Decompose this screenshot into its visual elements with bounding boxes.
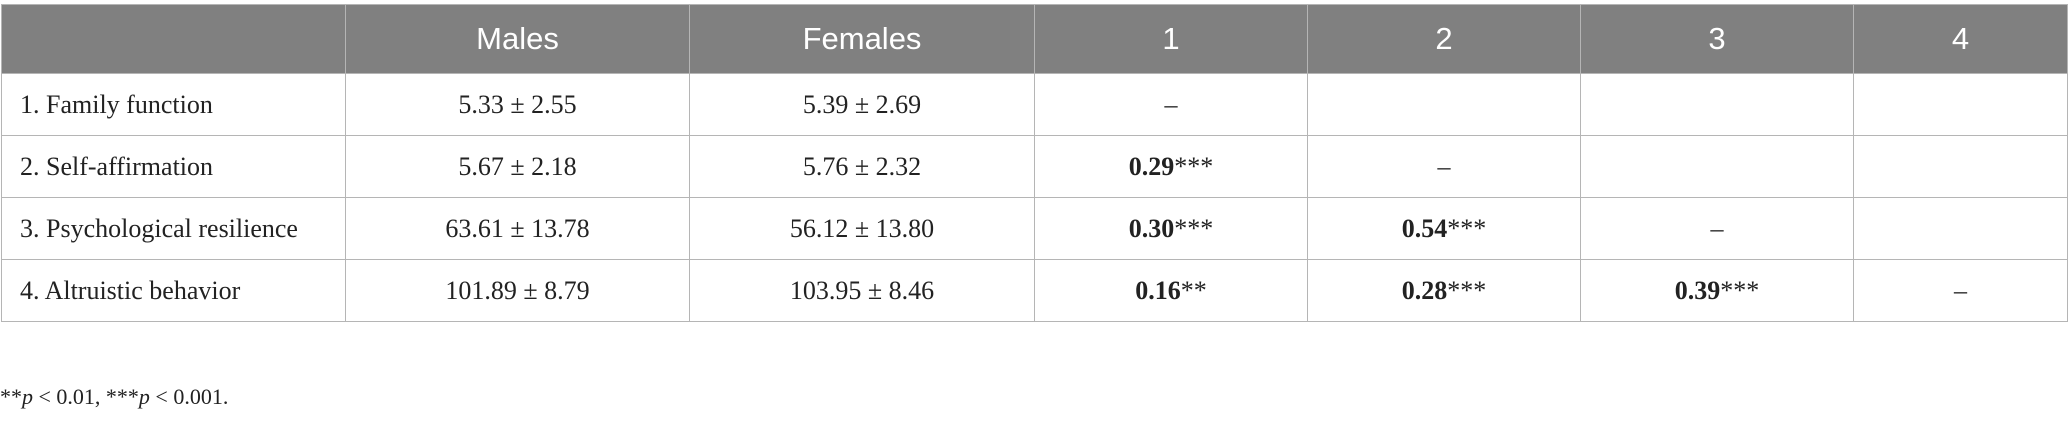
significance-stars: **	[1180, 275, 1207, 305]
header-cell: 2	[1307, 4, 1581, 74]
correlation-cell: 0.30***	[1034, 197, 1308, 260]
cell: –	[1034, 73, 1308, 136]
correlation-value: 0.30	[1128, 213, 1175, 243]
row-label: 2. Self-affirmation	[1, 135, 346, 198]
empty-cell	[1580, 73, 1854, 136]
header-row: Males Females 1 2 3 4	[1, 4, 2068, 74]
cell: 5.67 ± 2.18	[345, 135, 690, 198]
row-label: 4. Altruistic behavior	[1, 259, 346, 322]
empty-cell	[1307, 73, 1581, 136]
correlation-value: 0.54	[1401, 213, 1448, 243]
cell: 101.89 ± 8.79	[345, 259, 690, 322]
correlation-table: Males Females 1 2 3 4 1. Family function 5.33 …	[1, 4, 2068, 322]
significance-stars: ***	[1720, 275, 1760, 305]
header-cell: Females	[689, 4, 1035, 74]
header-cell: 1	[1034, 4, 1308, 74]
footnote-part: < 0.01, ***	[33, 384, 139, 409]
correlation-cell: 0.39***	[1580, 259, 1854, 322]
correlation-value: 0.29	[1128, 151, 1175, 181]
significance-stars: ***	[1174, 213, 1214, 243]
cell: 5.39 ± 2.69	[689, 73, 1035, 136]
header-cell	[1, 4, 346, 74]
cell: 63.61 ± 13.78	[345, 197, 690, 260]
cell: 56.12 ± 13.80	[689, 197, 1035, 260]
footnote-part: < 0.001.	[149, 384, 229, 409]
cell: –	[1853, 259, 2068, 322]
cell: –	[1307, 135, 1581, 198]
correlation-value: 0.28	[1401, 275, 1448, 305]
correlation-cell: 0.28***	[1307, 259, 1581, 322]
correlation-cell: 0.29***	[1034, 135, 1308, 198]
empty-cell	[1853, 135, 2068, 198]
footnote-part: **	[0, 384, 22, 409]
correlation-value: 0.39	[1674, 275, 1721, 305]
empty-cell	[1853, 197, 2068, 260]
correlation-value: 0.16	[1135, 275, 1181, 305]
cell: 5.33 ± 2.55	[345, 73, 690, 136]
header-cell: 3	[1580, 4, 1854, 74]
table-row: 3. Psychological resilience 63.61 ± 13.78…	[1, 197, 2068, 260]
correlation-cell: 0.54***	[1307, 197, 1581, 260]
table-body: 1. Family function 5.33 ± 2.55 5.39 ± 2.69…	[1, 73, 2068, 322]
significance-stars: ***	[1174, 151, 1214, 181]
table-row: 4. Altruistic behavior 101.89 ± 8.79 103.9…	[1, 259, 2068, 322]
row-label: 3. Psychological resilience	[1, 197, 346, 260]
empty-cell	[1853, 73, 2068, 136]
cell: –	[1580, 197, 1854, 260]
header-cell: Males	[345, 4, 690, 74]
footnote: **p < 0.01, ***p < 0.001.	[0, 384, 228, 410]
significance-stars: ***	[1447, 213, 1487, 243]
empty-cell	[1580, 135, 1854, 198]
header-cell: 4	[1853, 4, 2068, 74]
footnote-part: p	[138, 384, 150, 409]
cell: 5.76 ± 2.32	[689, 135, 1035, 198]
correlation-cell: 0.16**	[1034, 259, 1308, 322]
table-row: 1. Family function 5.33 ± 2.55 5.39 ± 2.69…	[1, 73, 2068, 136]
footnote-part: p	[22, 384, 33, 409]
row-label: 1. Family function	[1, 73, 346, 136]
cell: 103.95 ± 8.46	[689, 259, 1035, 322]
significance-stars: ***	[1447, 275, 1487, 305]
table-row: 2. Self-affirmation 5.67 ± 2.18 5.76 ± 2.3…	[1, 135, 2068, 198]
